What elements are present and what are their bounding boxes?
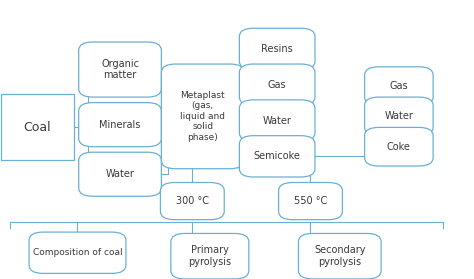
- Text: Gas: Gas: [390, 81, 408, 91]
- FancyBboxPatch shape: [239, 100, 315, 141]
- FancyBboxPatch shape: [79, 152, 161, 196]
- Text: Composition of coal: Composition of coal: [33, 248, 122, 257]
- Text: Water: Water: [384, 111, 413, 121]
- Text: Semicoke: Semicoke: [254, 151, 301, 161]
- Text: Resins: Resins: [261, 44, 293, 54]
- FancyBboxPatch shape: [171, 234, 249, 279]
- Text: Gas: Gas: [268, 80, 286, 90]
- Text: Organic
matter: Organic matter: [101, 59, 139, 80]
- FancyBboxPatch shape: [29, 232, 126, 273]
- FancyBboxPatch shape: [239, 64, 315, 105]
- Text: Coke: Coke: [387, 142, 411, 152]
- FancyBboxPatch shape: [365, 97, 433, 136]
- FancyBboxPatch shape: [161, 64, 244, 169]
- Text: Secondary
pyrolysis: Secondary pyrolysis: [314, 246, 365, 267]
- FancyBboxPatch shape: [0, 94, 74, 160]
- Text: Water: Water: [106, 169, 135, 179]
- FancyBboxPatch shape: [239, 136, 315, 177]
- FancyBboxPatch shape: [79, 103, 161, 147]
- Text: Primary
pyrolysis: Primary pyrolysis: [188, 246, 231, 267]
- FancyBboxPatch shape: [239, 28, 315, 69]
- Text: 300 °C: 300 °C: [176, 196, 209, 206]
- Text: Minerals: Minerals: [100, 120, 141, 130]
- FancyBboxPatch shape: [299, 234, 381, 279]
- FancyBboxPatch shape: [365, 128, 433, 166]
- FancyBboxPatch shape: [279, 182, 342, 220]
- FancyBboxPatch shape: [79, 42, 161, 97]
- Text: Coal: Coal: [24, 121, 51, 134]
- FancyBboxPatch shape: [365, 67, 433, 105]
- FancyBboxPatch shape: [160, 182, 224, 220]
- Text: Metaplast
(gas,
liquid and
solid
phase): Metaplast (gas, liquid and solid phase): [180, 91, 225, 142]
- Text: 550 °C: 550 °C: [294, 196, 327, 206]
- Text: Water: Water: [263, 116, 292, 126]
